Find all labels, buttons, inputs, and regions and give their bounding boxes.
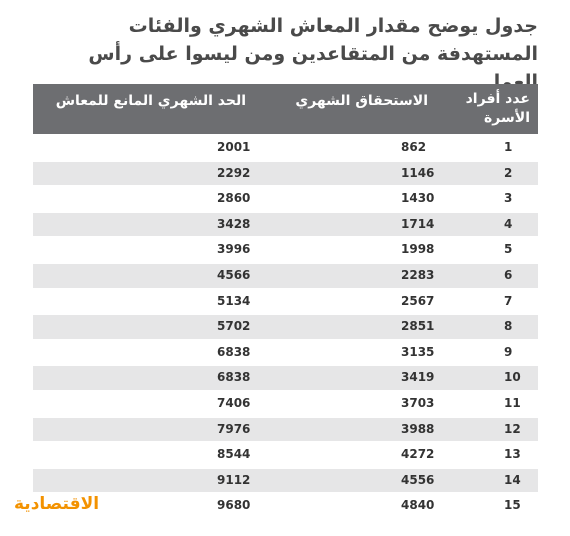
table-row: 12 3988 7976 [33,417,538,444]
monthly-ceiling-cell: 3428 [217,216,251,231]
monthly-ceiling-cell: 5702 [217,319,251,334]
monthly-ceiling-cell: 2860 [217,191,251,206]
table-row: 14 4556 9112 [33,468,538,495]
family-members-cell: 9 [504,344,513,359]
monthly-entitlement-cell: 3419 [401,370,435,385]
table-row: 15 4840 9680 [33,494,538,520]
monthly-ceiling-cell: 6838 [217,370,251,385]
monthly-entitlement-cell: 4840 [401,498,435,513]
family-members-cell: 11 [504,395,521,410]
table-row: 4 1714 3428 [33,212,538,239]
monthly-ceiling-cell: 9112 [217,472,251,487]
monthly-entitlement-cell: 1146 [401,165,435,180]
monthly-entitlement-cell: 3135 [401,344,435,359]
family-members-cell: 8 [504,319,513,334]
monthly-ceiling-cell: 8544 [217,447,251,462]
monthly-entitlement-cell: 1430 [401,191,435,206]
family-members-cell: 14 [504,472,521,487]
family-members-cell: 3 [504,191,513,206]
family-members-cell: 12 [504,421,521,436]
monthly-entitlement-cell: 862 [401,140,427,154]
monthly-entitlement-cell: 4556 [401,472,435,487]
monthly-entitlement-cell: 3703 [401,395,435,410]
family-members-cell: 6 [504,267,513,282]
table-header: عدد أفراد الأسرة الاستحقاق الشهري الحد ا… [33,84,538,134]
table-row: 11 3703 7406 [33,391,538,418]
table-row: 8 2851 5702 [33,315,538,341]
family-members-cell: 10 [504,370,521,385]
family-members-cell: 7 [504,293,513,308]
header-monthly-entitlement: الاستحقاق الشهري [295,93,428,109]
monthly-entitlement-cell: 2283 [401,267,435,282]
family-members-cell: 15 [504,498,521,513]
monthly-ceiling-cell: 6838 [217,344,251,359]
pension-table: عدد أفراد الأسرة الاستحقاق الشهري الحد ا… [33,84,538,520]
family-members-cell: 4 [504,216,513,231]
monthly-entitlement-cell: 1714 [401,216,435,231]
family-members-cell: 2 [504,165,513,180]
monthly-ceiling-cell: 9680 [217,498,251,513]
table-body: 1 862 2001 2 1146 2292 3 1430 2860 4 1714 3428 5 1998… [33,136,538,520]
monthly-entitlement-cell: 2567 [401,293,435,308]
table-row: 7 2567 5134 [33,289,538,316]
publisher-logo: الاقتصادية [14,494,100,514]
family-members-cell: 13 [504,447,521,462]
family-members-cell: 1 [504,140,513,154]
monthly-ceiling-cell: 7976 [217,421,251,436]
table-row: 5 1998 3996 [33,238,538,264]
monthly-ceiling-cell: 5134 [217,293,251,308]
table-row: 13 4272 8544 [33,443,538,469]
monthly-entitlement-cell: 1998 [401,242,435,257]
monthly-ceiling-cell: 3996 [217,242,251,257]
monthly-ceiling-cell: 7406 [217,395,251,410]
table-row: 9 3135 6838 [33,340,538,367]
family-members-cell: 5 [504,242,513,257]
monthly-entitlement-cell: 4272 [401,447,435,462]
table-row: 10 3419 6838 [33,366,538,392]
table-row: 3 1430 2860 [33,187,538,213]
monthly-entitlement-cell: 2851 [401,319,435,334]
monthly-entitlement-cell: 3988 [401,421,435,436]
header-monthly-ceiling: الحد الشهري المانع للمعاش [55,93,246,109]
table-row: 6 2283 4566 [33,263,538,290]
monthly-ceiling-cell: 2001 [217,140,251,154]
table-row: 2 1146 2292 [33,161,538,188]
table-row: 1 862 2001 [33,136,538,162]
monthly-ceiling-cell: 2292 [217,165,251,180]
monthly-ceiling-cell: 4566 [217,267,251,282]
header-family-members: عدد أفراد الأسرة [465,91,530,126]
